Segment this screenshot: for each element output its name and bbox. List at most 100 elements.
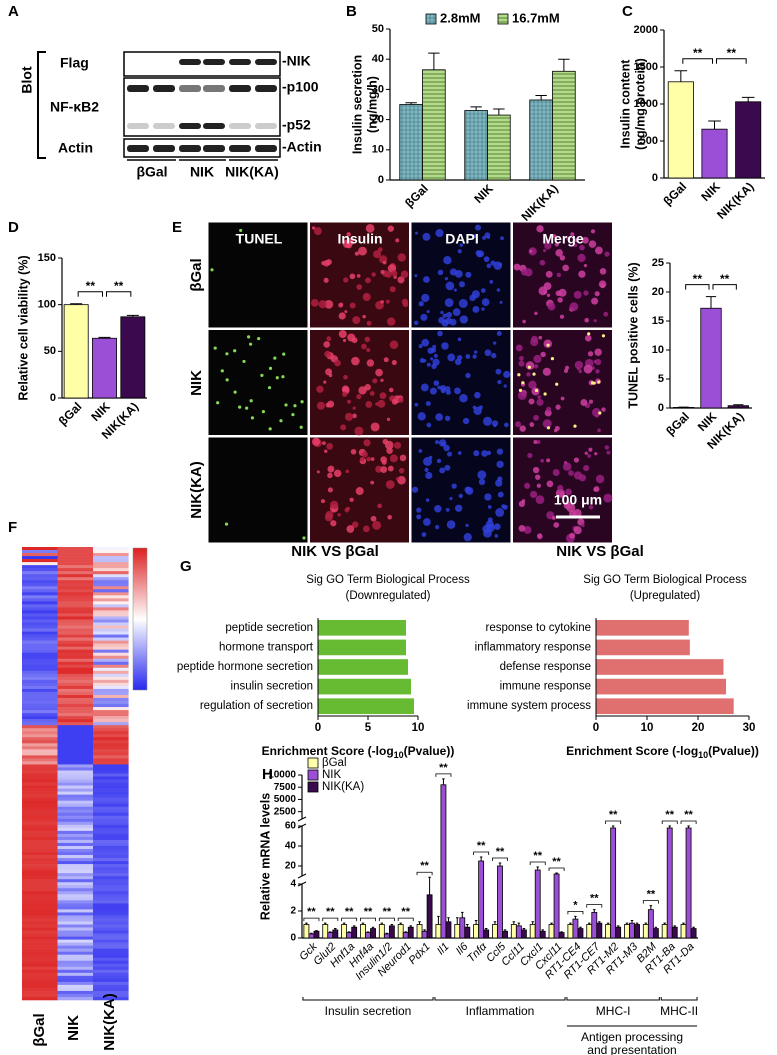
bar bbox=[318, 619, 406, 636]
cell bbox=[365, 401, 373, 408]
heatmap-cell bbox=[22, 694, 58, 699]
heatmap-cell bbox=[22, 691, 58, 696]
cell bbox=[245, 406, 249, 410]
cell bbox=[419, 357, 425, 364]
heatmap-cell bbox=[57, 694, 94, 699]
cell bbox=[438, 316, 445, 324]
heatmap-cell bbox=[57, 691, 94, 696]
cell bbox=[343, 277, 349, 283]
heatmap-cell bbox=[57, 815, 94, 820]
cell bbox=[311, 437, 321, 446]
significance-label: ** bbox=[383, 906, 392, 918]
heatmap-cell bbox=[93, 930, 129, 934]
y-tick-label: 15 bbox=[652, 315, 664, 327]
heatmap-cell bbox=[22, 740, 58, 744]
cell bbox=[583, 364, 593, 374]
cell bbox=[537, 533, 543, 539]
cell bbox=[342, 239, 352, 249]
cell bbox=[387, 317, 396, 326]
significance-bracket bbox=[680, 820, 697, 824]
cell bbox=[484, 232, 491, 239]
cell bbox=[418, 449, 423, 453]
heatmap-cell bbox=[57, 710, 94, 714]
cell bbox=[595, 369, 600, 374]
cell bbox=[564, 365, 570, 370]
heatmap-cell bbox=[57, 631, 94, 635]
heatmap-cell bbox=[93, 562, 129, 566]
bar bbox=[642, 924, 649, 939]
cell bbox=[457, 354, 463, 361]
cell bbox=[459, 393, 468, 403]
heatmap-cell bbox=[22, 803, 58, 808]
cell bbox=[220, 369, 224, 373]
heatmap-cell bbox=[57, 809, 94, 814]
heatmap-cell bbox=[93, 788, 129, 792]
cell bbox=[387, 225, 395, 232]
heatmap-cell bbox=[57, 894, 94, 898]
group-bracket bbox=[434, 997, 566, 1001]
cell bbox=[503, 384, 507, 388]
cell bbox=[225, 352, 229, 356]
cell bbox=[416, 507, 422, 513]
cell bbox=[323, 380, 327, 384]
x-tick-label: Il1 bbox=[435, 941, 452, 958]
error-bar bbox=[673, 925, 676, 928]
heatmap-cell bbox=[93, 861, 129, 865]
heatmap-cell bbox=[57, 960, 94, 965]
heatmap-cell bbox=[57, 972, 94, 977]
heatmap-cell bbox=[22, 809, 58, 814]
heatmap-cell bbox=[22, 547, 58, 551]
heatmap-cell bbox=[93, 945, 129, 949]
heatmap-column-label: βGal bbox=[31, 1013, 48, 1046]
heatmap-cell bbox=[22, 673, 58, 678]
heatmap-cell bbox=[93, 894, 129, 898]
group-label: and presentation bbox=[587, 1043, 676, 1055]
heatmap-cell bbox=[57, 577, 94, 581]
cell bbox=[530, 338, 539, 347]
cell bbox=[472, 305, 480, 313]
heatmap-cell bbox=[93, 867, 129, 871]
cell bbox=[595, 474, 605, 484]
cell bbox=[540, 351, 546, 358]
error-bar bbox=[385, 932, 389, 934]
heatmap-cell bbox=[93, 722, 129, 726]
y-tick-label: 20 bbox=[285, 861, 297, 872]
cell bbox=[555, 404, 561, 410]
cell bbox=[594, 348, 602, 356]
heatmap-cell bbox=[93, 628, 129, 632]
heatmap-cell bbox=[57, 957, 94, 962]
error-bar bbox=[630, 919, 634, 924]
heatmap-cell bbox=[22, 779, 58, 783]
cell bbox=[481, 307, 485, 311]
significance-bracket bbox=[473, 851, 490, 855]
cell bbox=[489, 279, 494, 284]
heatmap-cell bbox=[22, 562, 58, 566]
cell bbox=[484, 349, 492, 357]
heatmap-cell bbox=[22, 924, 58, 928]
cell bbox=[542, 367, 551, 376]
cell bbox=[414, 274, 418, 278]
cell bbox=[432, 344, 437, 349]
cell bbox=[588, 240, 597, 248]
heatmap-cell bbox=[22, 957, 58, 962]
error-bar bbox=[380, 922, 384, 925]
heatmap-cell bbox=[93, 571, 129, 575]
cell bbox=[529, 490, 538, 499]
heatmap-cell bbox=[22, 963, 58, 968]
cell bbox=[346, 399, 352, 404]
heatmap-cell bbox=[93, 583, 129, 587]
cell bbox=[400, 270, 409, 279]
cell bbox=[481, 450, 488, 457]
significance-bracket bbox=[77, 291, 103, 297]
cell bbox=[386, 417, 391, 421]
heatmap-cell bbox=[93, 939, 129, 943]
heatmap-cell bbox=[93, 568, 129, 572]
cell bbox=[302, 536, 306, 540]
cell bbox=[322, 441, 326, 446]
cell bbox=[275, 376, 279, 380]
cell bbox=[344, 507, 350, 513]
heatmap-cell bbox=[57, 897, 94, 901]
cell bbox=[560, 396, 565, 401]
error-bar bbox=[531, 921, 534, 925]
cell bbox=[355, 487, 364, 496]
